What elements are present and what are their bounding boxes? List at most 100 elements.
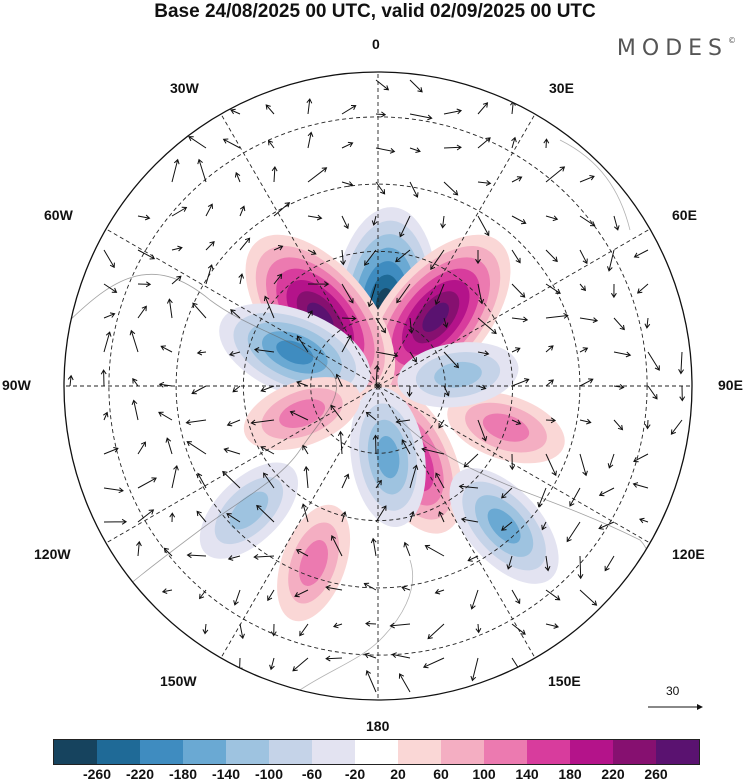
- wind-arrow: [442, 317, 449, 329]
- wind-arrow: [222, 470, 241, 489]
- colorbar-segment-13: [613, 740, 656, 764]
- wind-arrow: [234, 171, 241, 183]
- wind-arrow: [398, 673, 411, 693]
- wind-arrow: [228, 351, 241, 357]
- wind-arrow: [273, 202, 291, 217]
- wind-arrow: [158, 411, 173, 421]
- wind-arrow: [223, 447, 241, 455]
- lon-label-60e: 60E: [672, 207, 697, 223]
- wind-arrow: [463, 453, 479, 468]
- wind-arrow: [511, 589, 521, 605]
- wind-arrow: [401, 439, 411, 455]
- colorbar-tick-5: -60: [301, 766, 323, 782]
- wind-arrow: [132, 378, 139, 387]
- polar-map: [63, 71, 703, 710]
- wind-arrow: [375, 181, 386, 195]
- wind-arrow: [607, 249, 615, 272]
- wind-arrow: [341, 283, 354, 304]
- wind-arrow: [639, 517, 649, 524]
- wind-arrow: [644, 419, 651, 430]
- wind-arrow: [579, 249, 588, 265]
- wind-arrow: [470, 657, 479, 682]
- wind-arrow: [341, 215, 349, 230]
- wind-arrow: [579, 175, 595, 183]
- wind-arrow: [325, 584, 343, 591]
- wind-arrow: [579, 317, 599, 323]
- wind-arrow: [192, 302, 207, 319]
- wind-arrow: [421, 446, 445, 455]
- lon-label-90e: 90E: [718, 377, 743, 393]
- wind-arrow: [443, 351, 460, 369]
- wind-arrow: [137, 305, 147, 319]
- wind-arrow: [307, 167, 328, 183]
- wind-arrow: [265, 104, 275, 115]
- wind-arrow: [271, 165, 278, 183]
- wind-arrow: [137, 214, 151, 221]
- wind-arrow: [253, 553, 275, 560]
- wind-arrow: [364, 249, 377, 266]
- wind-arrow: [188, 136, 207, 149]
- wind-arrow: [579, 215, 596, 227]
- wind-arrow: [160, 345, 173, 353]
- wind-arrow: [604, 555, 615, 572]
- wind-arrow: [375, 351, 399, 359]
- wind-arrow: [267, 139, 275, 149]
- colorbar-segment-6: [312, 740, 355, 764]
- colorbar-tick-13: 260: [644, 766, 668, 782]
- wind-arrow: [330, 404, 343, 421]
- wind-arrow: [163, 547, 173, 557]
- wind-arrow: [409, 510, 415, 523]
- wind-arrow: [307, 214, 323, 221]
- wind-arrow: [438, 419, 445, 429]
- wind-arrow: [537, 487, 547, 508]
- wind-arrow: [375, 79, 390, 91]
- wind-arrow: [205, 264, 214, 285]
- lon-label-180: 180: [366, 718, 390, 734]
- anomaly-contour-5-3: [376, 435, 400, 479]
- wind-arrow: [408, 317, 415, 334]
- wind-arrow: [409, 113, 433, 121]
- wind-arrow: [422, 657, 445, 669]
- wind-arrow: [335, 373, 343, 387]
- wind-arrow: [598, 487, 615, 497]
- wind-arrow: [644, 317, 651, 329]
- wind-arrow: [226, 419, 241, 427]
- map-title: Base 24/08/2025 00 UTC, valid 02/09/2025…: [154, 1, 596, 22]
- wind-arrow: [511, 419, 522, 425]
- wind-arrow: [230, 309, 241, 319]
- wind-arrow: [545, 215, 559, 222]
- wind-arrow: [545, 417, 557, 424]
- wind-arrow: [443, 144, 462, 151]
- wind-arrow: [232, 385, 241, 393]
- wind-arrow: [158, 381, 173, 388]
- wind-arrow: [171, 245, 183, 252]
- wind-arrow: [443, 108, 463, 115]
- wind-arrow: [678, 351, 685, 375]
- colorbar-tick-1: -220: [125, 766, 155, 782]
- wind-arrow: [230, 108, 241, 115]
- wind-arrow: [337, 430, 344, 455]
- meridian-240: [105, 385, 379, 544]
- colorbar-tick-6: -20: [344, 766, 366, 782]
- wind-arrow: [137, 281, 152, 288]
- wind-arrow: [598, 521, 615, 530]
- wind-arrow: [391, 652, 411, 659]
- wind-arrow: [365, 669, 377, 693]
- wind-arrow: [579, 378, 594, 387]
- wind-arrow: [566, 521, 581, 543]
- wind-arrow: [273, 273, 283, 285]
- wind-arrow: [256, 504, 275, 523]
- wind-arrow: [443, 181, 459, 196]
- wind-arrow: [365, 411, 377, 421]
- wind-arrow: [424, 544, 445, 557]
- meridian-30: [377, 113, 536, 387]
- colorbar-tick-11: 180: [558, 766, 582, 782]
- wind-arrow: [239, 237, 251, 251]
- wind-arrow: [679, 385, 686, 402]
- wind-arrow: [263, 295, 275, 319]
- wind-arrow: [341, 334, 352, 353]
- wind-arrow: [375, 479, 382, 489]
- wind-arrow: [506, 555, 513, 570]
- wind-arrow: [477, 350, 490, 357]
- wind-arrow: [389, 622, 411, 629]
